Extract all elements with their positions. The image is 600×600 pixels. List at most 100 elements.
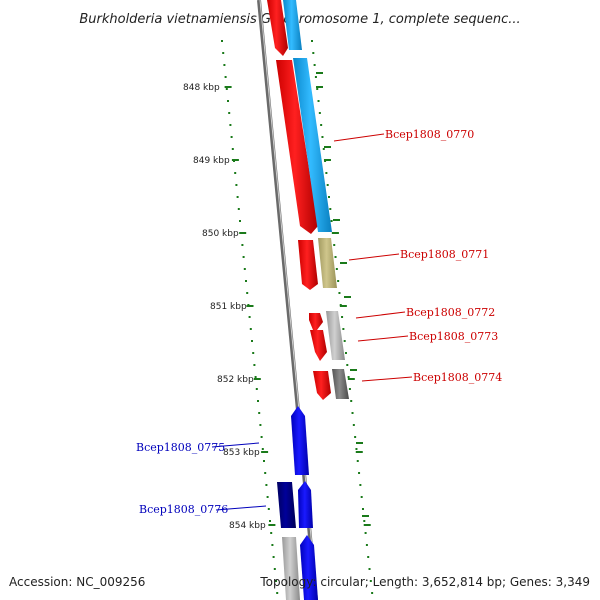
scale-dot	[269, 520, 271, 522]
scale-dot	[356, 460, 359, 462]
scale-dot	[258, 412, 261, 414]
tick-label-850: 850 kbp	[202, 229, 239, 239]
scale-dot	[235, 184, 238, 186]
scale-dot	[371, 592, 374, 594]
scale-minor-dash	[333, 219, 340, 221]
scale-dot	[358, 472, 361, 474]
scale-dot	[253, 364, 256, 366]
scale-major-tick-right	[363, 524, 371, 526]
scale-dot	[316, 88, 319, 90]
gene-arrow-red[interactable]	[298, 240, 318, 290]
gene-arrow-blue[interactable]	[298, 481, 313, 528]
scale-dot	[343, 340, 346, 342]
gene-label-0771[interactable]: Bcep1808_0771	[400, 248, 489, 261]
scale-minor-dash	[350, 369, 357, 371]
gene-label-0775[interactable]: Bcep1808_0775	[136, 441, 225, 454]
scale-dot	[255, 388, 258, 390]
scale-major-tick-left	[224, 86, 232, 88]
gene-arrow-red[interactable]	[309, 313, 323, 330]
leader-line-0774	[361, 376, 413, 382]
scale-minor-dash	[344, 296, 351, 298]
gene-arrow-red[interactable]	[313, 371, 331, 400]
map-title: Burkholderia vietnamiensis G4 chromosome…	[79, 12, 520, 27]
gene-arrow-blue[interactable]	[300, 535, 318, 600]
scale-dot	[242, 256, 245, 258]
tick-label-849: 849 kbp	[193, 156, 230, 166]
scale-dots	[221, 40, 374, 594]
gene-arrow-blue-0775[interactable]	[291, 406, 309, 475]
scale-dot	[257, 400, 259, 402]
scale-dot	[225, 88, 228, 90]
gene-arrow-red-0770-partner[interactable]	[276, 60, 318, 234]
scale-dot	[236, 196, 239, 198]
scale-dot	[352, 424, 355, 426]
scale-major-tick-left	[261, 451, 269, 453]
scale-dot	[368, 568, 371, 570]
scale-dot	[239, 220, 241, 222]
scale-dot	[338, 292, 341, 294]
scale-dot	[229, 124, 232, 126]
topology-text: Topology: circular; Length: 3,652,814 bp…	[259, 575, 590, 589]
scale-dot	[228, 112, 231, 114]
scale-major-tick-left	[246, 305, 254, 307]
scale-dot	[330, 220, 333, 222]
scale-major-tick-right	[331, 232, 339, 234]
leader-line-0772	[355, 311, 406, 319]
gene-arrow-gray[interactable]	[282, 537, 300, 600]
scale-dot	[322, 148, 325, 150]
scale-dot	[350, 400, 353, 402]
tick-label-848: 848 kbp	[183, 83, 220, 93]
scale-dot	[273, 568, 276, 570]
gene-label-0776[interactable]: Bcep1808_0776	[139, 503, 228, 516]
scale-dot	[346, 364, 349, 366]
scale-dot	[249, 328, 252, 330]
scale-dot	[367, 556, 370, 558]
scale-dot	[369, 580, 372, 582]
scale-dot	[326, 184, 329, 186]
leader-line-0770	[333, 133, 385, 142]
gene-label-0770[interactable]: Bcep1808_0770	[385, 128, 474, 141]
scale-major-tick-right	[347, 378, 355, 380]
scale-dot	[266, 496, 269, 498]
gene-arrow-red[interactable]	[310, 330, 327, 361]
scale-dot	[313, 64, 316, 66]
gene-bar-gray-0773[interactable]	[326, 311, 345, 360]
scale-dot	[251, 340, 253, 342]
scale-dot	[259, 424, 262, 426]
gene-bar-cyan-0770[interactable]	[293, 58, 332, 232]
scale-dot	[347, 376, 350, 378]
scale-dot	[311, 40, 313, 42]
scale-dot	[234, 172, 237, 174]
scale-dot	[264, 472, 267, 474]
scale-minor-dash	[362, 515, 369, 517]
scale-dot	[270, 532, 273, 534]
gene-bar-cyan[interactable]	[283, 0, 302, 50]
gene-label-0772[interactable]: Bcep1808_0772	[406, 306, 495, 319]
scale-dot	[221, 40, 223, 42]
scale-dot	[365, 544, 368, 546]
scale-dot	[243, 268, 246, 270]
scale-dot	[334, 256, 337, 258]
scale-dot	[254, 376, 257, 378]
scale-dot	[314, 76, 317, 78]
scale-dot	[248, 316, 251, 318]
scale-dot	[364, 532, 367, 534]
gene-arrow-red[interactable]	[267, 0, 288, 56]
gene-bar-olive-0771[interactable]	[318, 238, 337, 288]
scale-major-tick-right	[323, 159, 331, 161]
scale-major-tick-left	[268, 524, 276, 526]
scale-dot	[337, 280, 340, 282]
tick-label-852: 852 kbp	[217, 375, 254, 385]
scale-major-tick-right	[355, 451, 363, 453]
scale-dot	[342, 328, 345, 330]
scale-dot	[246, 292, 249, 294]
gene-arrow-navy-0776[interactable]	[277, 482, 296, 528]
gene-bar-darkgray-0774[interactable]	[332, 369, 349, 399]
gene-label-0774[interactable]: Bcep1808_0774	[413, 371, 502, 384]
gene-label-0773[interactable]: Bcep1808_0773	[409, 330, 498, 343]
scale-dot	[261, 448, 264, 450]
scale-dot	[329, 208, 332, 210]
scale-major-tick-left	[239, 232, 247, 234]
scale-major-ticks	[224, 72, 371, 526]
